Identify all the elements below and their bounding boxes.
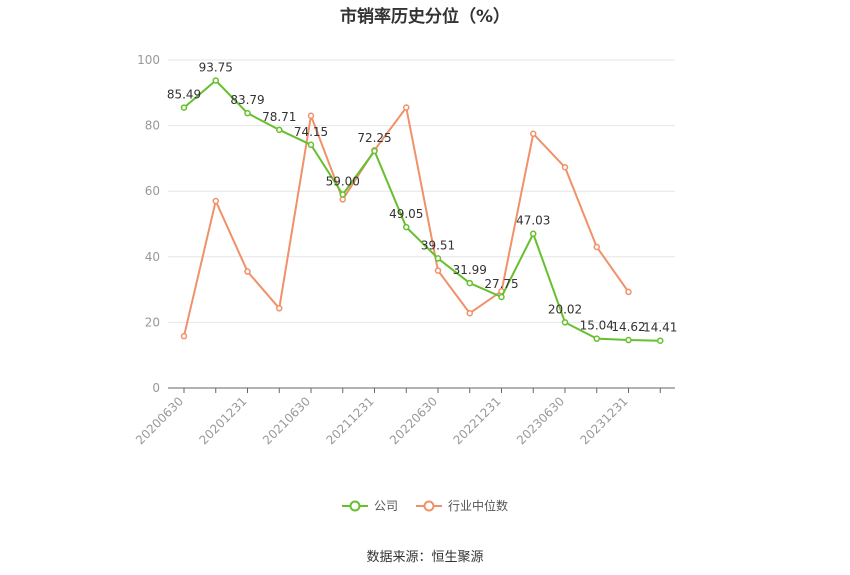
series-0-point (180, 104, 188, 111)
x-tick-label: 20201231 (197, 394, 250, 447)
series-1-point (180, 332, 188, 340)
series-1-point (434, 267, 442, 274)
series-1-point (625, 288, 632, 296)
series-0-point (593, 335, 600, 342)
series-0-point (625, 336, 632, 344)
series-0-point (339, 191, 346, 198)
data-label: 39.51 (421, 238, 455, 252)
series-0-point (530, 230, 537, 237)
data-label: 78.71 (262, 110, 296, 124)
y-tick-label: 40 (145, 250, 160, 264)
series-0-point (403, 223, 410, 231)
x-tick-label: 20230630 (514, 394, 567, 447)
series-1-point (466, 309, 473, 317)
chart-title: 市销率历史分位（%） (339, 7, 511, 27)
series-1-point (403, 104, 410, 111)
data-label: 49.05 (389, 207, 423, 221)
series-1-point (530, 130, 537, 138)
data-label: 31.99 (453, 263, 487, 277)
series-1-point (212, 197, 219, 205)
data-source: 数据来源：恒生聚源 (366, 550, 484, 565)
series-0-point (466, 279, 473, 287)
data-label: 59.00 (326, 174, 360, 188)
series-0-point (276, 126, 283, 134)
data-label: 72.25 (357, 131, 391, 145)
x-tick-label: 20211231 (324, 394, 377, 447)
data-label: 85.49 (167, 88, 201, 102)
y-tick-label: 20 (145, 315, 160, 329)
series-1-point (307, 112, 315, 120)
series-0-point (212, 77, 219, 84)
series-0-point (657, 337, 664, 344)
data-label: 20.02 (548, 302, 582, 316)
legend-item-industry-median[interactable]: 行业中位数 (416, 497, 508, 514)
x-tick-label: 20221231 (451, 394, 504, 447)
legend-industry-label: 行业中位数 (448, 499, 509, 513)
legend-industry-marker (416, 500, 442, 511)
legend: 公司 行业中位数 (0, 497, 850, 514)
grid-layer (168, 59, 675, 323)
data-label: 14.41 (643, 321, 677, 335)
x-tick-label: 20200630 (133, 394, 186, 447)
series-1-point (244, 268, 251, 275)
legend-company-label: 公司 (373, 499, 398, 513)
y-tick-label: 100 (137, 53, 160, 67)
data-label: 93.75 (199, 61, 233, 75)
data-label: 74.15 (294, 125, 328, 139)
legend-item-company[interactable]: 公司 (341, 497, 398, 514)
legend-company-marker (341, 500, 368, 511)
series-1-point (561, 164, 569, 171)
data-label: 47.03 (516, 214, 550, 228)
data-label: 27.75 (484, 277, 518, 291)
y-tick-label: 60 (145, 184, 160, 198)
series-1-point (276, 305, 283, 312)
x-tick-label: 20210630 (260, 394, 313, 447)
series-0-point (434, 255, 442, 262)
y-tick-label: 80 (145, 119, 160, 133)
series-0-point (244, 109, 251, 117)
data-label: 14.62 (611, 320, 645, 334)
y-tick-label: 0 (152, 381, 160, 395)
data-label: 83.79 (230, 93, 264, 107)
series-line-0 (183, 79, 661, 342)
series-0-point (307, 141, 315, 149)
series-layer (180, 77, 664, 344)
x-tick-label: 20220630 (387, 394, 440, 447)
series-0-point (371, 147, 378, 155)
x-tick-label: 20231231 (578, 394, 631, 447)
series-1-point (593, 243, 600, 251)
series-0-point (561, 319, 569, 326)
data-label: 15.04 (580, 319, 614, 333)
series-0-point (498, 293, 505, 301)
